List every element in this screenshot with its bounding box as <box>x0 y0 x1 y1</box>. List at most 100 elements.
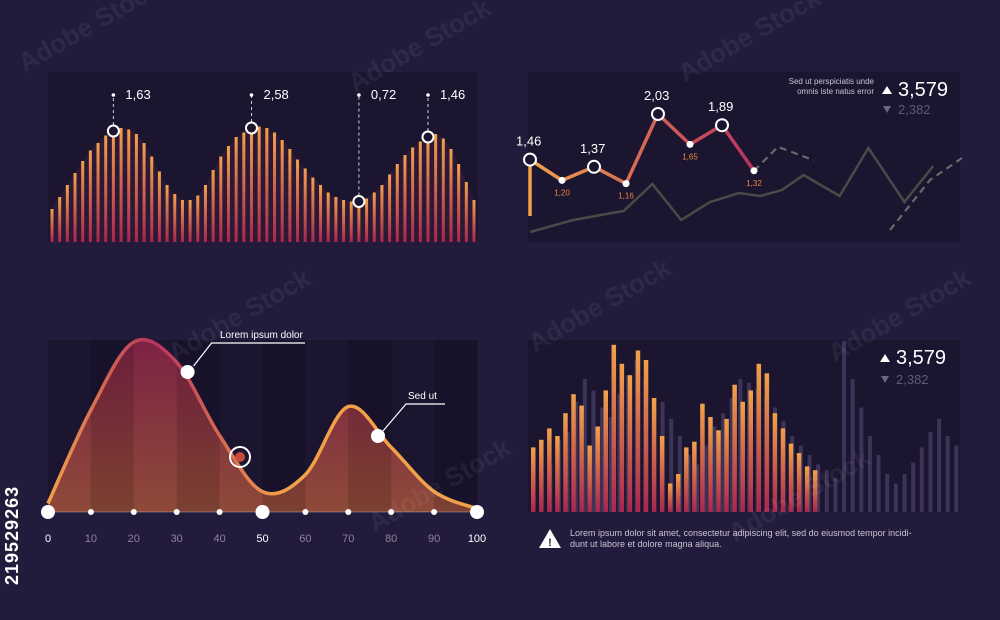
annotation-dot <box>111 93 116 97</box>
dim-bar <box>885 474 890 512</box>
warning-icon-mark: ! <box>548 537 552 549</box>
dim-bar <box>816 464 821 512</box>
stripe-bar <box>434 134 438 242</box>
stripe-bar <box>457 164 461 242</box>
stripe-bar <box>58 197 62 242</box>
stat-down-value: 2,382 <box>896 372 929 387</box>
bright-bar <box>684 447 689 512</box>
annotation-marker <box>371 429 385 443</box>
annotation-dot <box>357 93 361 97</box>
bright-bar <box>635 350 641 512</box>
stripe-bar <box>242 132 246 242</box>
x-tick-label: 70 <box>342 533 354 545</box>
dim-bar <box>608 417 613 512</box>
stripe-bar <box>273 132 277 242</box>
bright-bar <box>643 360 649 512</box>
dim-bar <box>945 436 950 512</box>
dashed-series-line <box>889 157 963 231</box>
bright-bar <box>676 474 681 512</box>
stripe-bar <box>234 137 238 242</box>
annotation-marker <box>352 195 366 208</box>
point-label: 2,03 <box>644 88 669 103</box>
stripe-bar <box>188 200 192 242</box>
bright-bar <box>780 428 786 512</box>
stripe-bar <box>111 131 115 242</box>
dim-bar <box>833 477 838 512</box>
stat-down-value: 2,382 <box>898 102 931 117</box>
bright-bar <box>531 447 536 512</box>
stripe-bar <box>134 134 138 242</box>
watermark-text: Adobe Stock <box>162 262 316 368</box>
stripe-bar <box>342 200 346 242</box>
line-point-dot <box>750 167 758 175</box>
point-label-small: 1,65 <box>682 152 698 161</box>
watermark-text: Adobe Stock <box>342 0 496 98</box>
annotation-label: 0,72 <box>371 87 396 102</box>
bottom-right-chart <box>531 341 959 512</box>
stripe-bar <box>73 173 77 242</box>
x-tick-dot <box>216 509 223 515</box>
dim-bar <box>721 413 726 512</box>
line-point-dot <box>622 180 630 188</box>
stripe-bar <box>211 170 215 242</box>
x-tick-dot <box>470 505 484 519</box>
stat-up-value: 3,579 <box>898 79 948 101</box>
bright-bar <box>700 403 705 512</box>
stripe-bar <box>388 174 392 242</box>
watermark-text: Adobe Stock <box>822 262 976 368</box>
x-tick-label: 30 <box>171 533 183 545</box>
dim-bar <box>729 398 734 512</box>
stripe-bar <box>349 201 353 242</box>
background-series-line <box>529 145 935 234</box>
annotation-marker <box>106 124 120 138</box>
stripe-bar <box>119 128 123 242</box>
bright-bar <box>724 418 729 512</box>
dim-bar <box>937 418 942 512</box>
line-point-marker <box>523 152 537 167</box>
stripe-bar <box>173 194 177 242</box>
stripe-bar <box>464 182 468 242</box>
bright-bar <box>579 405 584 512</box>
dim-bar <box>850 379 855 512</box>
stripe-bar <box>418 141 422 242</box>
x-tick-dot <box>302 509 309 515</box>
stripe-bar <box>449 149 453 242</box>
stripe-bar <box>96 143 100 242</box>
dim-bar <box>574 401 579 512</box>
stripe-bar <box>296 159 300 242</box>
stripe-bar <box>311 177 315 242</box>
line-point-marker <box>651 107 665 121</box>
x-tick-dot <box>255 505 270 519</box>
dim-bar <box>928 432 933 512</box>
up-triangle-icon <box>880 354 890 362</box>
point-label: 1,46 <box>516 134 541 149</box>
stripe-bar <box>65 185 69 242</box>
bright-bar <box>748 390 753 512</box>
highlight-point <box>235 452 245 462</box>
dim-bar <box>807 455 812 512</box>
bright-bar <box>732 384 737 512</box>
bright-bar <box>772 413 778 512</box>
watermark-text: Adobe Stock <box>722 442 876 548</box>
stripe-bar <box>203 185 207 242</box>
x-tick-dot <box>388 509 395 515</box>
bright-bar <box>804 466 810 512</box>
x-tick-dot <box>173 509 180 515</box>
stripe-bar <box>157 171 161 242</box>
stripe-bar <box>441 138 445 242</box>
annotation-label: 1,63 <box>125 87 150 102</box>
line-point-marker <box>587 159 601 174</box>
bright-bar <box>708 417 713 512</box>
bright-bar <box>796 453 802 512</box>
point-label: 1,89 <box>708 99 733 114</box>
dim-bar <box>867 436 872 512</box>
warning-text-line2: dunt ut labore et dolore magna aliqua. <box>570 539 722 549</box>
stripe-bar <box>288 149 292 242</box>
bright-bar <box>547 428 552 512</box>
bright-bar <box>603 390 608 512</box>
x-tick-label: 90 <box>428 533 440 545</box>
watermark-text: Adobe Stock <box>362 432 516 538</box>
x-tick-label: 20 <box>128 533 140 545</box>
bright-bar <box>764 373 770 512</box>
bright-bar <box>619 363 625 512</box>
